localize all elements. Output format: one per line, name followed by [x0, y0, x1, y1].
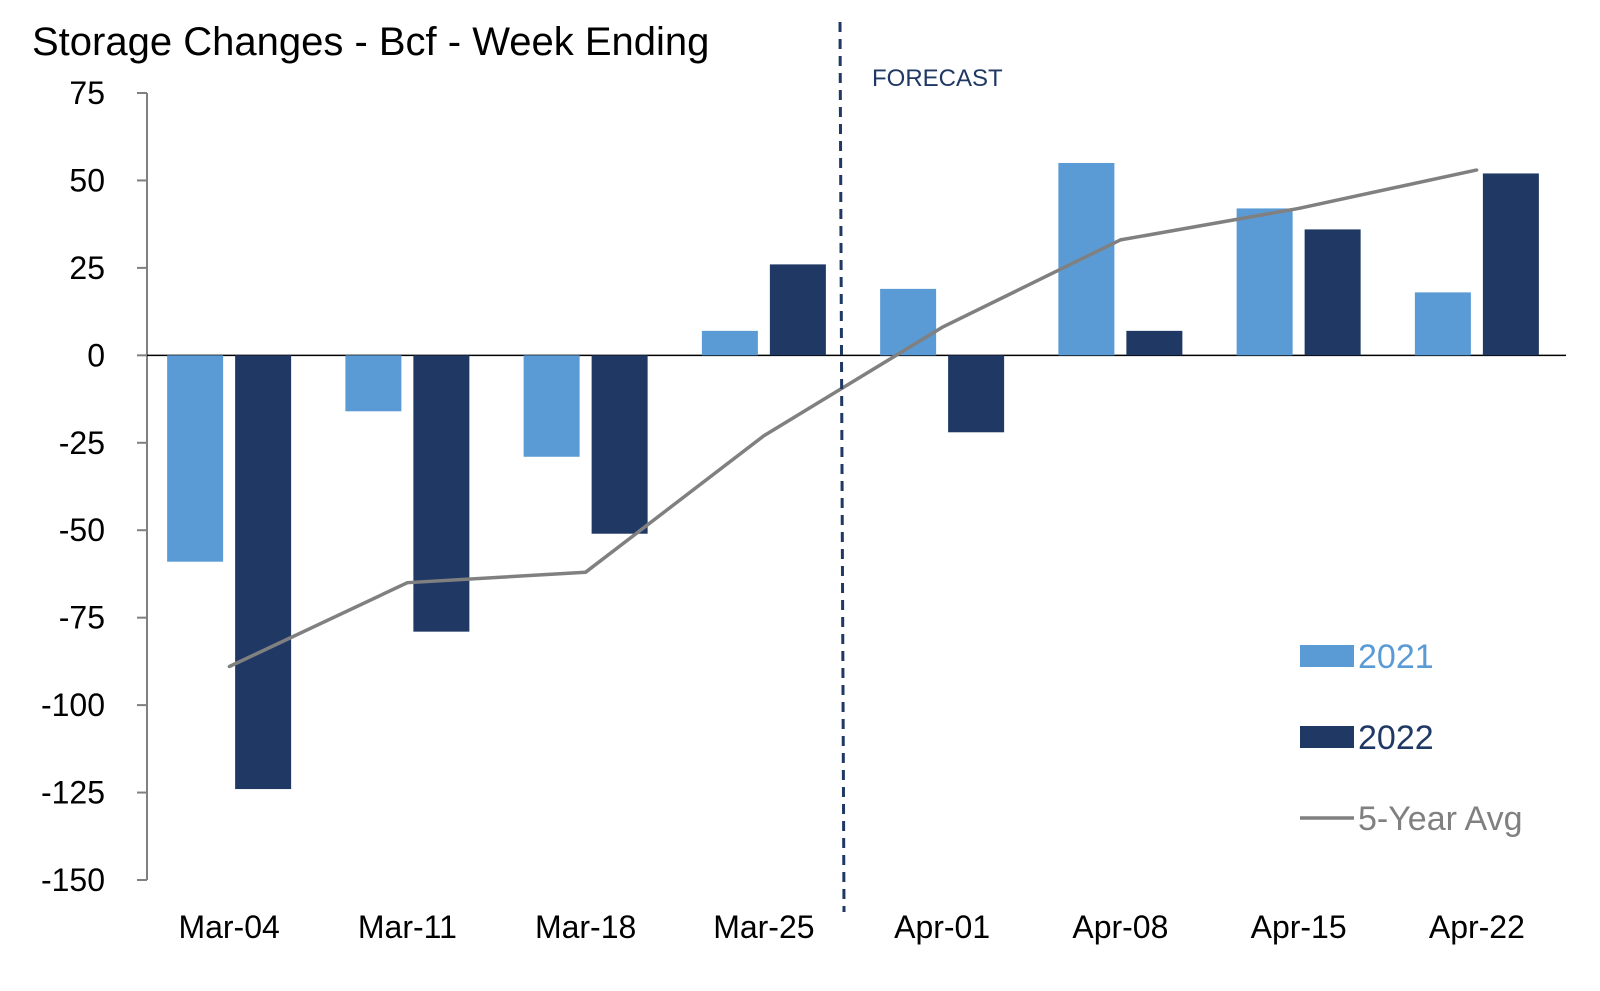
- forecast-divider-line: [838, 21, 846, 913]
- x-tick-label: Apr-01: [894, 909, 990, 945]
- y-tick-label: 0: [87, 337, 105, 373]
- y-tick-label: 25: [69, 250, 105, 286]
- y-tick-label: -25: [59, 425, 105, 461]
- x-tick-label: Mar-04: [178, 909, 279, 945]
- legend: 2021 2022 5-Year Avg: [1300, 638, 1522, 838]
- bar-2022-Mar-18: [591, 355, 648, 534]
- bar-2021-Apr-22: [1414, 292, 1471, 356]
- x-tick-label: Apr-08: [1072, 909, 1168, 945]
- legend-label: 5-Year Avg: [1358, 800, 1522, 838]
- chart-title: Storage Changes - Bcf - Week Ending: [32, 20, 709, 64]
- bar-2022-Mar-11: [413, 355, 470, 632]
- bar-2022-Mar-04: [235, 355, 292, 790]
- legend-swatch-2022: [1300, 726, 1354, 748]
- forecast-annotation: FORECAST: [872, 65, 1003, 92]
- line-point: [584, 570, 588, 574]
- y-tick-label: -150: [41, 862, 105, 898]
- bar-2021-Mar-25: [701, 330, 758, 356]
- y-tick-label: -50: [59, 512, 105, 548]
- line-point: [762, 434, 766, 438]
- legend-label: 2022: [1358, 719, 1434, 757]
- bar-2022-Apr-08: [1126, 330, 1183, 356]
- annotation-layer: FORECAST: [838, 21, 1003, 913]
- axis-layer: 75 50 25 0 -25 -50 -75 -100 -125 -150 Mar-04 Mar-11…: [41, 75, 1566, 945]
- line-point: [1118, 238, 1122, 242]
- series-line-5-year-avg: [228, 168, 1478, 669]
- x-tick-label: Mar-18: [535, 909, 636, 945]
- bar-2021-Apr-01: [880, 288, 937, 356]
- y-tick-label: -125: [41, 775, 105, 811]
- x-tick-label: Apr-22: [1429, 909, 1525, 945]
- bar-2021-Mar-18: [523, 355, 580, 457]
- bar-2022-Apr-01: [948, 355, 1005, 433]
- bar-2022-Mar-25: [769, 264, 826, 356]
- bar-2021-Mar-11: [345, 355, 402, 412]
- legend-label: 2021: [1358, 638, 1434, 676]
- line-point: [1475, 168, 1479, 172]
- line-point: [227, 665, 231, 669]
- y-tick-label: 75: [69, 75, 105, 111]
- line-point: [1297, 206, 1301, 210]
- y-tick-label: 50: [69, 162, 105, 198]
- bars-layer: [167, 162, 1539, 790]
- bar-2022-Apr-15: [1304, 229, 1361, 356]
- x-tick-label: Mar-11: [358, 909, 457, 945]
- y-tick-label: -75: [59, 600, 105, 636]
- line-point: [405, 581, 409, 585]
- bar-2021-Mar-04: [167, 355, 224, 562]
- bar-2022-Apr-22: [1482, 173, 1539, 356]
- x-tick-label: Apr-15: [1251, 909, 1347, 945]
- x-tick-label: Mar-25: [713, 909, 814, 945]
- y-tick-label: -100: [41, 687, 105, 723]
- legend-swatch-2021: [1300, 645, 1354, 667]
- bar-2021-Apr-08: [1058, 162, 1115, 356]
- bar-2021-Apr-15: [1236, 208, 1293, 356]
- line-layer: [227, 168, 1479, 669]
- line-point: [940, 325, 944, 329]
